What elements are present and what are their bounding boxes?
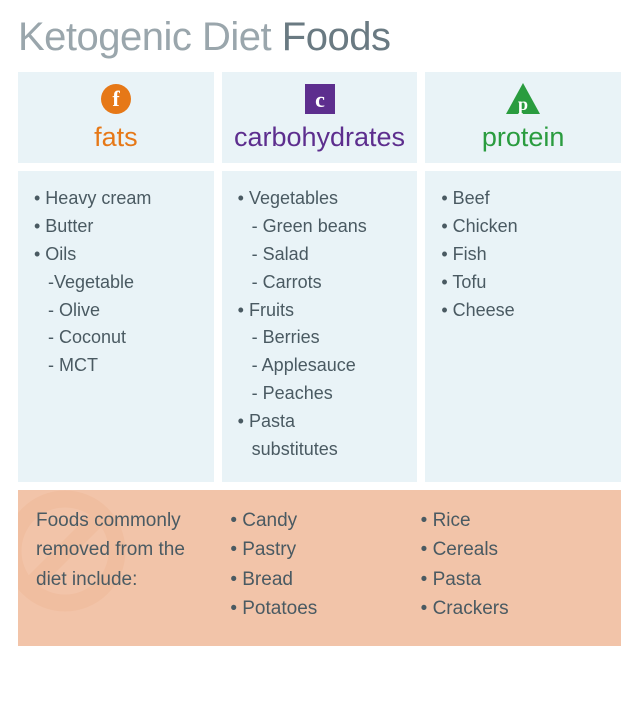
list-item: - Coconut — [34, 324, 206, 352]
list-item: -Vegetable — [34, 269, 206, 297]
column-protein: p protein • Beef• Chicken• Fish• Tofu• C… — [425, 72, 621, 482]
list-item: substitutes — [238, 436, 410, 464]
carbs-icon: c — [222, 82, 418, 116]
list-item: - Salad — [238, 241, 410, 269]
list-item: • Chicken — [441, 213, 613, 241]
removed-col-2: • Rice• Cereals• Pasta• Crackers — [421, 506, 603, 624]
list-item: • Candy — [230, 506, 412, 535]
list-item: • Rice — [421, 506, 603, 535]
list-item: • Tofu — [441, 269, 613, 297]
list-item: - Olive — [34, 297, 206, 325]
columns-container: f fats • Heavy cream• Butter• Oils-Veget… — [18, 72, 621, 482]
list-item: • Pasta — [238, 408, 410, 436]
title-light: Ketogenic Diet — [18, 15, 282, 59]
fats-title: fats — [18, 122, 214, 153]
list-item: • Cheese — [441, 297, 613, 325]
carbs-title: carbohydrates — [222, 122, 418, 153]
list-item: • Potatoes — [230, 594, 412, 623]
column-carbs-header: c carbohydrates — [222, 72, 418, 163]
list-item: - Green beans — [238, 213, 410, 241]
list-item: • Heavy cream — [34, 185, 206, 213]
column-carbs: c carbohydrates • Vegetables- Green bean… — [222, 72, 418, 482]
removed-col-1: • Candy• Pastry• Bread• Potatoes — [230, 506, 412, 624]
fats-icon: f — [18, 82, 214, 116]
list-item: - MCT — [34, 352, 206, 380]
removed-label: Foods commonly removed from the diet inc… — [36, 506, 222, 624]
column-fats: f fats • Heavy cream• Butter• Oils-Veget… — [18, 72, 214, 482]
list-item: - Peaches — [238, 380, 410, 408]
list-item: - Carrots — [238, 269, 410, 297]
list-item: • Bread — [230, 565, 412, 594]
list-item: • Fruits — [238, 297, 410, 325]
protein-title: protein — [425, 122, 621, 153]
carbs-body: • Vegetables- Green beans- Salad- Carrot… — [222, 171, 418, 482]
protein-body: • Beef• Chicken• Fish• Tofu• Cheese — [425, 171, 621, 482]
list-item: • Fish — [441, 241, 613, 269]
list-item: - Applesauce — [238, 352, 410, 380]
page-title: Ketogenic Diet Foods — [18, 15, 621, 60]
svg-text:c: c — [315, 87, 325, 112]
svg-text:p: p — [518, 94, 528, 114]
column-protein-header: p protein — [425, 72, 621, 163]
title-bold: Foods — [282, 15, 391, 59]
column-fats-header: f fats — [18, 72, 214, 163]
list-item: • Pasta — [421, 565, 603, 594]
list-item: • Crackers — [421, 594, 603, 623]
list-item: • Pastry — [230, 535, 412, 564]
list-item: • Butter — [34, 213, 206, 241]
list-item: • Beef — [441, 185, 613, 213]
list-item: • Vegetables — [238, 185, 410, 213]
svg-text:f: f — [112, 86, 120, 111]
list-item: - Berries — [238, 324, 410, 352]
fats-body: • Heavy cream• Butter• Oils-Vegetable- O… — [18, 171, 214, 482]
list-item: • Oils — [34, 241, 206, 269]
removed-panel: Foods commonly removed from the diet inc… — [18, 490, 621, 646]
list-item: • Cereals — [421, 535, 603, 564]
protein-icon: p — [425, 82, 621, 116]
